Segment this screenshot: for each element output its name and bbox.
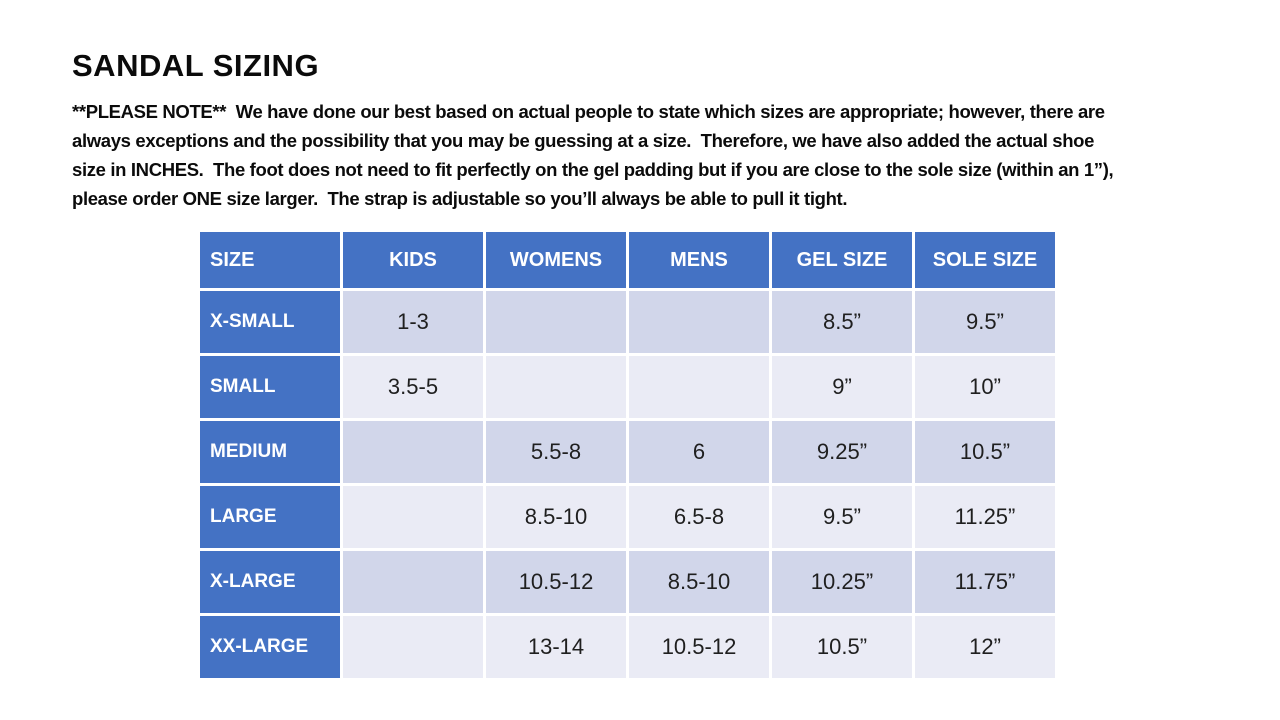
table-cell: 11.75” [915,551,1055,613]
table-row: X-LARGE 10.5-12 8.5-10 10.25” 11.75” [200,551,1055,613]
table-cell: 9.5” [772,486,912,548]
table-cell [629,291,769,353]
table-cell: 9.5” [915,291,1055,353]
note-line: please order ONE size larger. The strap … [72,188,848,209]
note-line: always exceptions and the possibility th… [72,130,1095,151]
note-line: size in INCHES. The foot does not need t… [72,159,1114,180]
table-cell: 10.5” [915,421,1055,483]
table-cell: 9” [772,356,912,418]
note-line: **PLEASE NOTE** We have done our best ba… [72,101,1105,122]
column-header-size: SIZE [200,232,340,288]
row-header-cell: LARGE [200,486,340,548]
table-cell: 5.5-8 [486,421,626,483]
table-cell [343,551,483,613]
row-header-cell: MEDIUM [200,421,340,483]
table-cell: 6 [629,421,769,483]
table-cell [343,421,483,483]
table-row: XX-LARGE 13-14 10.5-12 10.5” 12” [200,616,1055,678]
column-header-womens: WOMENS [486,232,626,288]
page-title: SANDAL SIZING [72,48,320,83]
table-cell: 12” [915,616,1055,678]
row-header-cell: X-LARGE [200,551,340,613]
table-cell [486,291,626,353]
table-cell: 11.25” [915,486,1055,548]
table-cell: 10.5-12 [486,551,626,613]
column-header-mens: MENS [629,232,769,288]
sizing-note: **PLEASE NOTE** We have done our best ba… [72,97,1114,213]
row-header-cell: XX-LARGE [200,616,340,678]
table-cell [343,486,483,548]
table-row: MEDIUM 5.5-8 6 9.25” 10.5” [200,421,1055,483]
table-cell: 9.25” [772,421,912,483]
table-header-row: SIZE KIDS WOMENS MENS GEL SIZE SOLE SIZE [200,232,1055,288]
table-row: X-SMALL 1-3 8.5” 9.5” [200,291,1055,353]
table-cell: 13-14 [486,616,626,678]
table-cell: 6.5-8 [629,486,769,548]
column-header-gel-size: GEL SIZE [772,232,912,288]
table-cell: 8.5-10 [629,551,769,613]
table-cell: 8.5-10 [486,486,626,548]
table-row: SMALL 3.5-5 9” 10” [200,356,1055,418]
column-header-sole-size: SOLE SIZE [915,232,1055,288]
size-table-body: X-SMALL 1-3 8.5” 9.5” SMALL 3.5-5 9” 10” MEDIUM 5… [200,291,1055,678]
table-cell: 1-3 [343,291,483,353]
table-cell [486,356,626,418]
column-header-kids: KIDS [343,232,483,288]
sandal-sizing-table: SIZE KIDS WOMENS MENS GEL SIZE SOLE SIZE… [197,229,1058,681]
table-cell: 3.5-5 [343,356,483,418]
table-cell: 8.5” [772,291,912,353]
row-header-cell: X-SMALL [200,291,340,353]
table-cell: 10.25” [772,551,912,613]
table-cell [343,616,483,678]
row-header-cell: SMALL [200,356,340,418]
table-cell: 10.5-12 [629,616,769,678]
table-cell [629,356,769,418]
table-row: LARGE 8.5-10 6.5-8 9.5” 11.25” [200,486,1055,548]
table-cell: 10” [915,356,1055,418]
table-cell: 10.5” [772,616,912,678]
